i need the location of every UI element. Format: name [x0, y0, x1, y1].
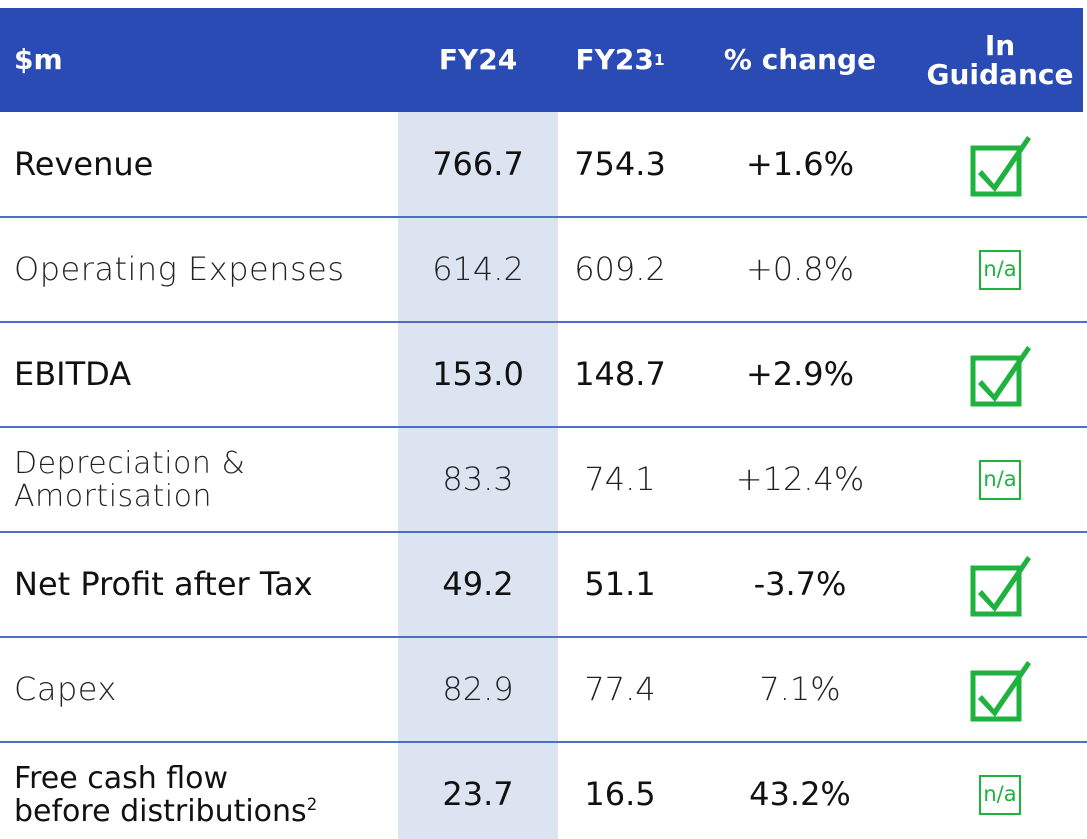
check-box [970, 145, 1022, 196]
check-box [970, 670, 1022, 721]
value-cell: 614.2 [432, 249, 524, 288]
value-cell: +12.4% [735, 459, 865, 498]
row-divider [0, 426, 1087, 428]
row-divider [0, 531, 1087, 533]
check-box [970, 355, 1022, 406]
label-text: Operating Expenses [14, 249, 345, 288]
value-cell: 49.2 [442, 564, 514, 603]
header-bar [0, 8, 1083, 112]
value-cell: 754.3 [574, 144, 666, 183]
label-text: Depreciation & Amortisation [14, 445, 246, 514]
value-cell: -3.7% [753, 564, 847, 603]
value-cell: +1.6% [745, 144, 855, 183]
guidance-cell: n/a [940, 217, 1060, 322]
row-divider [0, 741, 1087, 743]
row-label: EBITDA [14, 322, 131, 427]
check-mark [978, 555, 1031, 612]
label-text: Capex [14, 669, 117, 708]
row-label: Free cash flow before distributions2 [14, 742, 317, 839]
guidance-cell: n/a [940, 427, 1060, 532]
check-icon [970, 135, 1031, 196]
row-label: Net Profit after Tax [14, 532, 313, 637]
row-divider [0, 216, 1087, 218]
row-label: Revenue [14, 112, 153, 217]
label-text: EBITDA [14, 354, 132, 393]
guidance-cell [940, 637, 1060, 742]
value-cell: 83.3 [442, 459, 514, 498]
guidance-cell [940, 532, 1060, 637]
check-icon [970, 660, 1031, 721]
check-icon [970, 555, 1031, 616]
label-text: Revenue [14, 144, 154, 183]
value-cell: 43.2% [749, 774, 851, 813]
header-cell: FY23 1 [575, 42, 665, 76]
column-highlight [398, 112, 558, 839]
na-badge: n/a [979, 459, 1021, 500]
value-cell: 77.4 [584, 669, 656, 708]
check-box [970, 565, 1022, 616]
value-cell: 609.2 [574, 249, 666, 288]
value-cell: 23.7 [442, 774, 514, 813]
header-cell: FY24 [438, 42, 518, 76]
header-cell: $m [14, 42, 63, 76]
row-label: Depreciation & Amortisation [14, 427, 245, 532]
row-label: Operating Expenses [14, 217, 345, 322]
row-divider [0, 321, 1087, 323]
value-cell: +0.8% [745, 249, 855, 288]
header-cell: In Guidance [926, 28, 1074, 91]
guidance-cell [940, 112, 1060, 217]
value-cell: 148.7 [574, 354, 666, 393]
guidance-cell [940, 322, 1060, 427]
label-text: Net Profit after Tax [14, 564, 313, 603]
footnote-marker: 2 [306, 794, 318, 814]
row-label: Capex [14, 637, 117, 742]
label-text: Free cash flow before distributions2 [14, 760, 318, 829]
value-cell: 7.1% [759, 669, 841, 708]
check-mark [978, 345, 1031, 402]
value-cell: 74.1 [584, 459, 656, 498]
check-icon [970, 345, 1031, 406]
na-badge: n/a [979, 249, 1021, 290]
guidance-cell: n/a [940, 742, 1060, 839]
value-cell: 16.5 [584, 774, 656, 813]
check-mark [978, 135, 1031, 192]
value-cell: +2.9% [745, 354, 855, 393]
value-cell: 766.7 [432, 144, 524, 183]
value-cell: 153.0 [432, 354, 524, 393]
header-text: FY23 [575, 42, 654, 76]
check-mark [978, 660, 1031, 717]
na-badge: n/a [979, 774, 1021, 815]
value-cell: 51.1 [584, 564, 656, 603]
value-cell: 82.9 [442, 669, 514, 708]
row-divider [0, 636, 1087, 638]
header-cell: % change [723, 42, 877, 76]
